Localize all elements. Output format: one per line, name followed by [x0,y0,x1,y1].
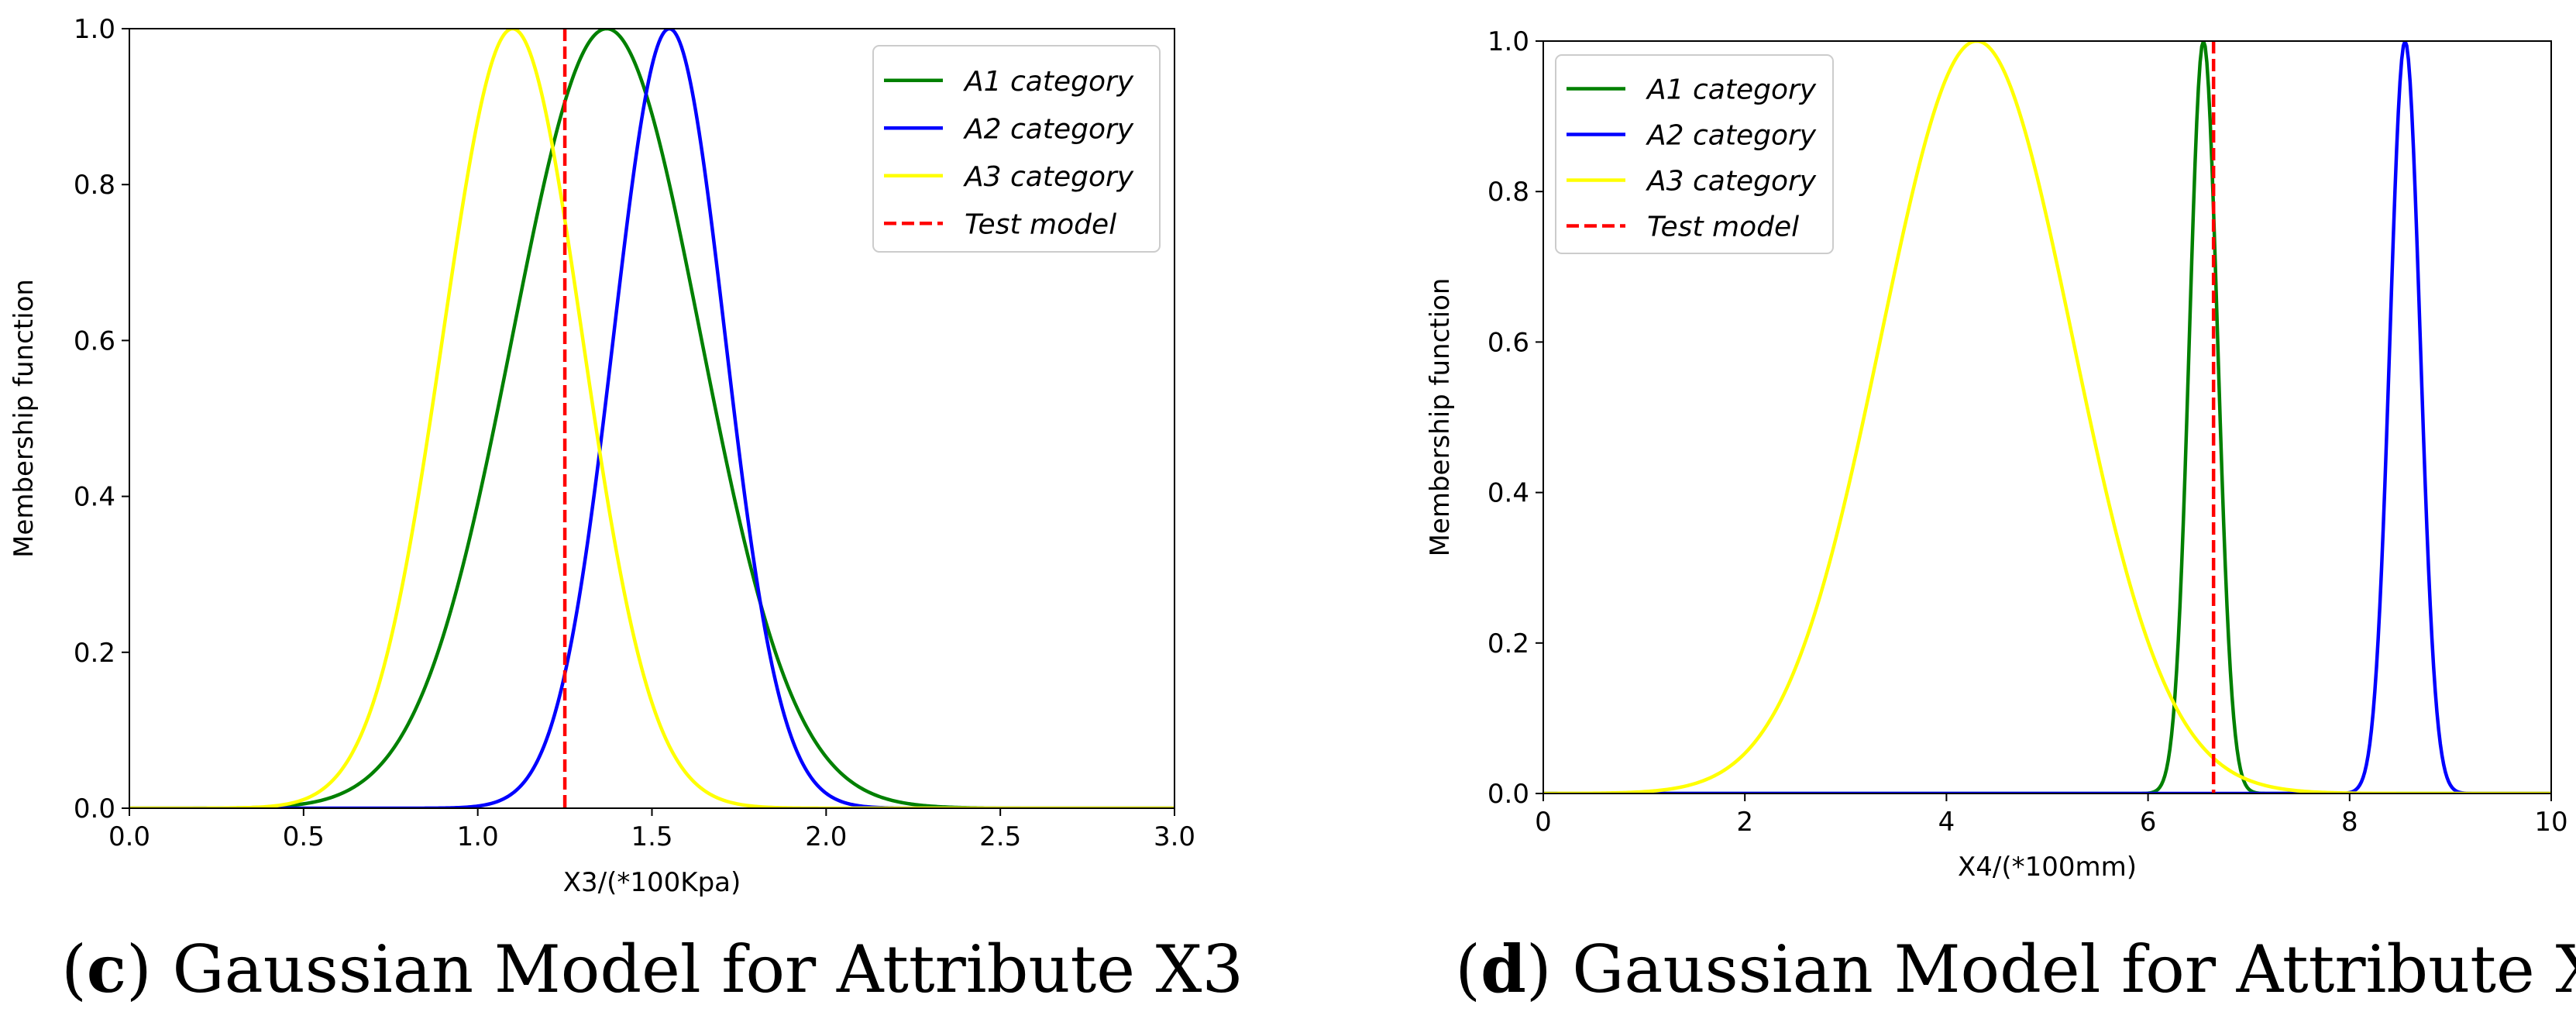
x-tick-label: 10 [2534,807,2567,838]
caption-letter: d [1481,931,1526,1007]
x-axis-label: X4/(*100mm) [1958,852,2137,883]
y-tick-label: 0.6 [74,325,115,356]
legend-label: Test model [1647,212,1799,243]
x-tick-label: 6 [2140,807,2157,838]
legend-label: A3 category [963,161,1134,193]
y-tick-label: 0.4 [74,482,115,513]
axes-frame [129,28,1175,809]
series-line-a3-category [129,29,1175,808]
series-line-a2-category [129,29,1175,808]
x-tick-label: 4 [1938,807,1955,838]
y-tick-label: 1.0 [1487,26,1529,57]
chart-x3: 0.0 0.5 1.0 1.5 2.0 2.5 3.0 0.0 0.2 0.4 0.6 0.8 1.0 X… [9,14,1243,1007]
caption-paren-open: ( [61,931,87,1007]
axes-frame [1543,40,2552,794]
x-tick-label: 2.5 [979,821,1021,852]
caption-text: Gaussian Model for Attribute X4 [1552,931,2576,1007]
x-tick-label: 8 [2341,807,2358,838]
legend-label: A3 category [1646,166,1817,198]
y-tick-label: 0.0 [74,793,115,824]
y-tick-label: 0.4 [1487,478,1529,509]
y-tick-label: 0.2 [1487,628,1529,659]
legend-label: A1 category [963,66,1134,98]
x-tick-label: 0.0 [108,821,150,852]
legend-label: A2 category [1646,120,1817,152]
y-tick-label: 0.6 [1487,327,1529,358]
caption-letter: c [87,931,126,1007]
y-tick-label: 1.0 [74,14,115,45]
y-tick-label: 0.2 [74,638,115,669]
x-tick-label: 2.0 [805,821,847,852]
x-tick-label: 2 [1736,807,1753,838]
x-tick-label: 1.5 [631,821,672,852]
y-axis-label: Membership function [9,279,40,558]
legend-label: Test model [965,208,1116,240]
chart-x4: 0 2 4 6 8 10 0.0 0.2 0.4 0.6 0.8 1.0 X4/(*100mm) Memb… [1425,26,2576,1007]
legend-label: A1 category [1646,74,1817,106]
y-tick-label: 0.0 [1487,779,1529,810]
y-tick-label: 0.8 [1487,177,1529,208]
x-tick-label: 0 [1535,807,1552,838]
y-tick-label: 0.8 [74,170,115,201]
legend-box [1555,54,1834,254]
figure-caption: (c) Gaussian Model for Attribute X3 [61,931,1243,1007]
x-tick-label: 3.0 [1154,821,1195,852]
x-tick-label: 1.0 [457,821,499,852]
caption-text: Gaussian Model for Attribute X3 [152,931,1243,1007]
series-line-a2-category [1543,41,2551,793]
legend-box [872,45,1161,253]
y-axis-label: Membership function [1425,278,1456,557]
caption-paren-close: ) [1526,931,1552,1007]
caption-paren-close: ) [126,931,152,1007]
figure-caption: (d) Gaussian Model for Attribute X4 [1455,931,2576,1007]
legend-label: A2 category [963,113,1134,145]
x-tick-label: 0.5 [283,821,325,852]
caption-paren-open: ( [1455,931,1481,1007]
x-axis-label: X3/(*100Kpa) [563,867,741,898]
